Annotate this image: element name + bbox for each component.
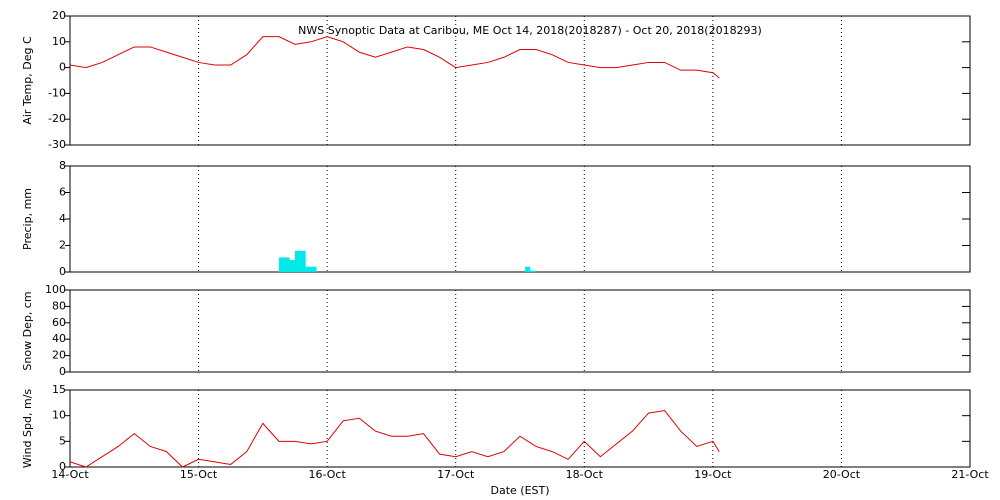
x-tick-label: 15-Oct: [180, 468, 218, 481]
y-axis-label: Air Temp, Deg C: [21, 36, 34, 125]
y-tick-label: 4: [59, 212, 66, 225]
plot-frame: [69, 165, 971, 273]
bar: [278, 257, 290, 272]
y-tick-label: -20: [48, 112, 66, 125]
bar: [525, 266, 531, 272]
chart-title: NWS Synoptic Data at Caribou, ME Oct 14,…: [298, 24, 762, 37]
y-tick-label: 2: [59, 239, 66, 252]
y-tick-label: 10: [52, 409, 66, 422]
y-tick-label: 100: [45, 283, 66, 296]
x-tick-label: 20-Oct: [823, 468, 861, 481]
x-axis-label: Date (EST): [490, 484, 549, 497]
y-axis-label: Precip, mm: [21, 188, 34, 250]
y-tick-label: 0: [59, 265, 66, 278]
y-tick-label: 6: [59, 186, 66, 199]
data-line: [69, 36, 720, 79]
x-tick-label: 18-Oct: [566, 468, 604, 481]
bar: [305, 266, 317, 272]
y-tick-label: 20: [52, 349, 66, 362]
x-tick-label: 21-Oct: [951, 468, 989, 481]
x-tick-label: 16-Oct: [308, 468, 346, 481]
y-tick-label: -30: [48, 138, 66, 151]
plot-frame: [69, 389, 971, 468]
x-tick-label: 19-Oct: [694, 468, 732, 481]
x-tick-label: 14-Oct: [51, 468, 89, 481]
y-tick-label: -10: [48, 86, 66, 99]
y-axis-label: Snow Dep, cm: [21, 291, 34, 370]
y-tick-label: 8: [59, 159, 66, 172]
y-tick-label: 40: [52, 332, 66, 345]
x-tick-label: 17-Oct: [437, 468, 475, 481]
plot-frame: [69, 15, 971, 146]
y-tick-label: 0: [59, 61, 66, 74]
bar: [530, 270, 537, 272]
y-tick-label: 0: [59, 460, 66, 473]
y-tick-label: 15: [52, 383, 66, 396]
y-tick-label: 10: [52, 35, 66, 48]
y-tick-label: 80: [52, 299, 66, 312]
y-tick-label: 0: [59, 365, 66, 378]
bar: [295, 250, 306, 272]
y-tick-label: 20: [52, 9, 66, 22]
y-axis-label: Wind Spd, m/s: [21, 389, 34, 469]
y-tick-label: 60: [52, 316, 66, 329]
y-tick-label: 5: [59, 434, 66, 447]
data-line: [69, 409, 720, 468]
bar: [289, 260, 295, 272]
plot-frame: [69, 289, 971, 373]
